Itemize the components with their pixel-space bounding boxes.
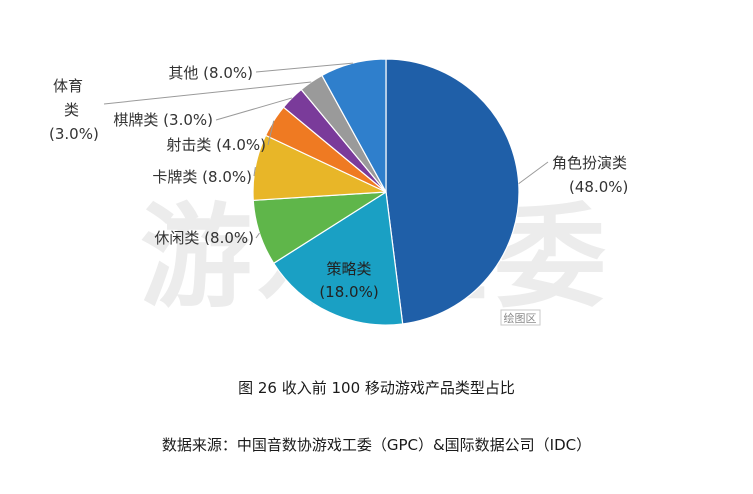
slice-label-role-play-value: (48.0%): [569, 178, 628, 196]
pie-slice-role-play: [385, 58, 520, 325]
slice-label-strategy-name: 策略类: [326, 260, 371, 278]
leader-line-card: [253, 167, 256, 177]
chart-caption: 图 26 收入前 100 移动游戏产品类型占比: [238, 379, 515, 397]
pie-slice-other: [321, 58, 387, 193]
plot-area-badge: 绘图区: [500, 309, 541, 326]
pie-slices: [252, 58, 520, 326]
slice-label-strategy-value: (18.0%): [319, 283, 378, 301]
slice-label-sports-value: (3.0%): [49, 125, 99, 143]
leader-line-role-play: [518, 161, 549, 185]
leader-line-casual: [255, 232, 260, 239]
leader-line-other: [255, 62, 353, 73]
slice-label-sports-line2: 类: [64, 101, 79, 119]
slice-label-board: 棋牌类 (3.0%): [113, 111, 213, 129]
source-note: 数据来源：中国音数协游戏工委（GPC）&国际数据公司（IDC）: [161, 436, 592, 454]
slice-label-other: 其他 (8.0%): [168, 64, 253, 82]
leader-lines: [103, 62, 549, 239]
plot-area-badge-text: 绘图区: [504, 311, 537, 325]
leader-line-sports: [103, 81, 312, 105]
slice-label-role-play-name: 角色扮演类: [552, 154, 627, 172]
leader-line-shooting: [267, 120, 275, 146]
pie-slice-strategy: [272, 190, 404, 326]
slice-label-shooting: 射击类 (4.0%): [166, 136, 266, 154]
slice-label-sports-line1: 体育: [53, 77, 83, 95]
leader-line-board: [215, 97, 293, 121]
slice-label-card: 卡牌类 (8.0%): [152, 168, 252, 186]
slice-labels: 角色扮演类 (48.0%) 策略类 (18.0%) 休闲类 (8.0%) 卡牌类…: [49, 64, 628, 301]
slice-label-casual: 休闲类 (8.0%): [154, 229, 254, 247]
